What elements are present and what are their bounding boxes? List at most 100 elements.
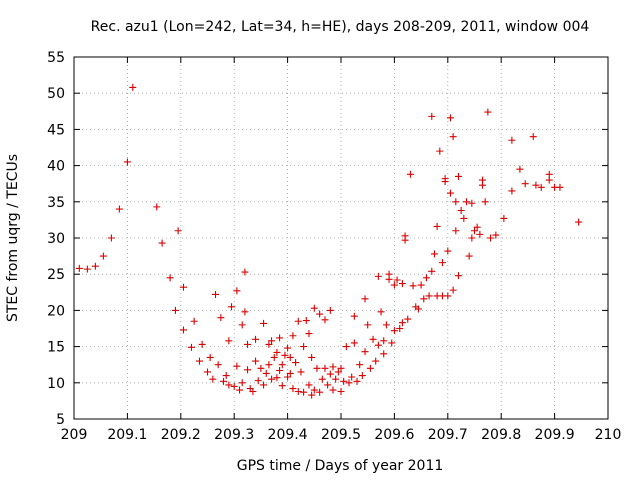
x-tick-label: 209.3 [214,427,254,443]
data-point [337,387,345,395]
data-point [153,203,161,211]
data-point [532,181,540,189]
data-point [348,373,356,381]
data-point [233,287,241,295]
data-point [198,340,206,348]
data-point [190,317,198,325]
data-point [545,176,553,184]
data-point [398,280,406,288]
data-point [449,286,457,294]
data-point [187,343,195,351]
data-point [324,381,332,389]
data-point [300,388,308,396]
y-axis-tick-labels: 5 10 15 20 25 30 35 40 45 50 55 [47,50,65,428]
data-point [372,357,380,365]
data-point [179,326,187,334]
data-point [129,83,137,91]
data-point [278,361,286,369]
data-point [254,377,262,385]
data-point [212,290,220,298]
data-point [388,339,396,347]
data-point [225,381,233,389]
data-point [318,375,326,383]
x-tick-label: 209 [61,427,88,443]
data-point [420,295,428,303]
data-point [479,181,487,189]
data-point [345,379,353,387]
data-point [286,369,294,377]
data-point [476,230,484,238]
data-point [284,373,292,381]
data-point [449,133,457,141]
data-point [209,375,217,383]
axis-ticks [73,56,609,420]
y-tick-label: 20 [47,303,65,319]
data-point [329,363,337,371]
data-point [396,325,404,332]
y-tick-label: 5 [56,412,65,428]
data-point [454,172,462,180]
x-axis-tick-labels: 209 209.1 209.2 209.3 209.4 209.5 209.6 209.7 20… [61,427,622,443]
data-point [75,264,83,272]
data-point [123,158,131,166]
data-point [289,385,297,393]
data-point [222,372,230,380]
data-point [471,227,478,235]
data-point [273,348,281,356]
data-point [380,350,388,358]
data-point [252,357,260,365]
data-point [374,341,382,349]
data-point [452,227,460,235]
data-point [353,377,361,385]
data-point [195,357,203,365]
data-point [220,377,228,385]
grid-lines [74,57,608,419]
data-point [171,306,179,314]
data-point [308,391,316,399]
data-point [230,382,238,390]
x-tick-label: 209.2 [161,427,201,443]
data-point [361,295,369,303]
chart-title: Rec. azu1 (Lon=242, Lat=34, h=HE), days … [91,19,590,35]
data-point [369,335,377,343]
data-point [294,387,302,395]
data-point [91,262,99,270]
data-point [364,321,372,329]
data-point [409,282,417,290]
data-point [340,377,348,385]
data-point [444,247,452,255]
data-point [465,252,473,260]
x-tick-label: 209.4 [268,427,308,443]
data-point [342,343,350,351]
data-point [236,386,244,394]
data-point [321,364,329,372]
data-point [276,366,284,374]
data-point [115,205,123,213]
data-point [390,281,398,289]
data-point [270,353,278,361]
data-point [238,321,246,329]
data-point [446,189,454,197]
data-point [393,276,401,284]
data-point [414,305,422,313]
data-point [273,374,281,382]
data-point [238,379,246,387]
data-point [244,366,252,374]
data-point [214,361,222,369]
data-point [233,362,241,370]
x-tick-label: 210 [595,427,622,443]
data-point [244,340,252,348]
data-point [257,364,265,372]
y-tick-label: 45 [47,122,65,138]
data-point [428,112,436,120]
data-point [537,183,545,191]
data-point [332,375,340,383]
data-point [462,198,470,206]
data-point [292,359,300,367]
data-point [446,114,454,122]
data-point [417,281,425,289]
data-point [289,332,297,340]
x-axis-label: GPS time / Days of year 2011 [237,458,444,474]
